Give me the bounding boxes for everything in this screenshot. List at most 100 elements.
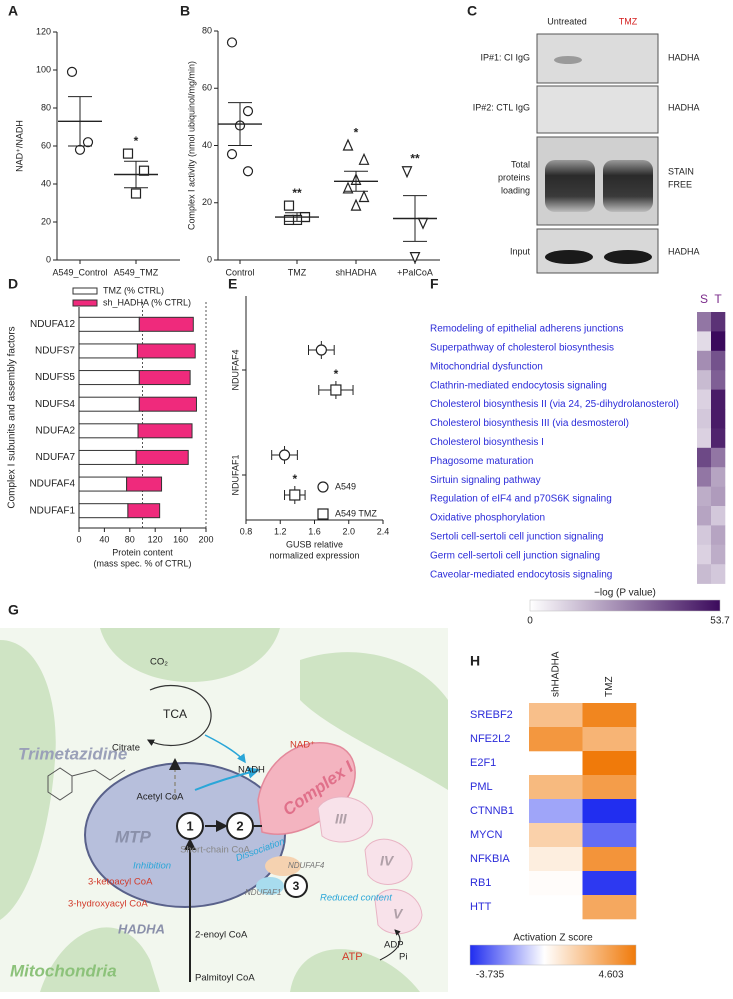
- cell: [711, 312, 726, 332]
- legend-marker: [317, 508, 329, 520]
- target-label: FREE: [668, 179, 692, 189]
- column-label: S: [700, 292, 708, 306]
- label: Trimetazidine: [18, 744, 127, 763]
- point: [242, 106, 254, 117]
- label: NAD⁺: [290, 740, 315, 751]
- cell: [697, 506, 712, 526]
- point: [226, 148, 238, 160]
- label: ADP: [384, 940, 404, 951]
- label: MTP: [115, 827, 152, 846]
- cell: [582, 751, 637, 776]
- column-label: shHADHA: [550, 651, 561, 697]
- row-label: SREBF2: [470, 709, 513, 721]
- point: [289, 489, 301, 501]
- y-tick-label: 100: [36, 64, 51, 74]
- y-tick-label: 0: [207, 254, 212, 264]
- cell: [697, 389, 712, 410]
- cell: [697, 564, 712, 584]
- legend-marker: [317, 481, 329, 493]
- y-tick-label: 120: [36, 26, 51, 36]
- row-label: loading: [501, 185, 530, 195]
- row-label: NFE2L2: [470, 733, 510, 745]
- band: [603, 160, 653, 212]
- x-axis-label: GUSB relative: [286, 539, 343, 549]
- ndufaf1-blob: [256, 877, 284, 895]
- annotation: *: [134, 134, 139, 148]
- mito-fold: [0, 640, 56, 920]
- complex-iv: [364, 838, 413, 885]
- row-label: Caveolar-mediated endocytosis signaling: [430, 569, 612, 580]
- x-tick-label: TMZ: [288, 267, 307, 277]
- cell: [711, 389, 726, 410]
- bar: [78, 370, 140, 386]
- x-tick-label: 80: [125, 534, 135, 544]
- column-label: TMZ: [604, 676, 615, 697]
- panel-label: F: [430, 276, 439, 292]
- label: III: [335, 811, 348, 827]
- label: Pi: [399, 952, 407, 963]
- x-tick-label: +PalCoA: [397, 267, 433, 277]
- bar: [78, 423, 139, 439]
- label: Palmitoyl CoA: [195, 973, 255, 984]
- label: NADH: [238, 765, 265, 776]
- cell: [711, 409, 726, 429]
- band: [604, 250, 652, 264]
- legend-swatch: [72, 287, 98, 295]
- colorbar-label: −log (P value): [594, 588, 656, 599]
- point: [358, 190, 370, 203]
- row-label: IP#2: CTL IgG: [473, 102, 530, 112]
- cell: [697, 525, 712, 546]
- cell: [697, 331, 712, 352]
- y-tick-label: 80: [202, 25, 212, 35]
- label: Inhibition: [133, 861, 171, 872]
- point: [242, 166, 254, 177]
- cell: [697, 350, 712, 371]
- cell: [711, 467, 726, 487]
- cell: [697, 370, 712, 390]
- annotation: **: [410, 151, 420, 165]
- y-tick-label: 40: [41, 178, 51, 188]
- row-label: IP#1: CI IgG: [480, 52, 530, 62]
- point: [315, 344, 327, 356]
- cell: [711, 544, 726, 565]
- point: [409, 252, 421, 265]
- arrow: [204, 734, 246, 764]
- bar: [138, 370, 191, 386]
- bar: [135, 449, 189, 465]
- colorbar-label: Activation Z score: [513, 933, 593, 944]
- mito-fold: [100, 628, 280, 682]
- legend-label: TMZ (% CTRL): [103, 285, 164, 295]
- colorbar-tick-label: 4.603: [598, 970, 623, 981]
- cell: [711, 486, 726, 507]
- y-tick-label: NDUFAF1: [29, 505, 75, 516]
- label: 2-enoyl CoA: [195, 930, 248, 941]
- row-label: proteins: [498, 172, 531, 182]
- panel-label: B: [180, 3, 190, 19]
- target-label: HADHA: [668, 52, 700, 62]
- cell: [711, 525, 726, 546]
- x-tick-label: 120: [148, 534, 163, 544]
- panel-label: A: [8, 3, 18, 19]
- annotation: **: [292, 186, 302, 200]
- bar: [78, 503, 129, 519]
- y-tick-label: NDUFAF4: [230, 349, 240, 390]
- cell: [711, 564, 726, 584]
- cell: [711, 370, 726, 390]
- cell: [711, 447, 726, 468]
- point: [74, 144, 86, 155]
- label: Reduced content: [320, 893, 392, 904]
- cell: [582, 727, 637, 752]
- lane-label: TMZ: [619, 16, 638, 26]
- y-tick-label: NDUFS5: [35, 372, 75, 383]
- point: [401, 166, 413, 179]
- complex-iii: [317, 796, 374, 843]
- cell: [697, 312, 712, 332]
- point: [283, 200, 295, 211]
- y-tick-label: NDUFAF1: [230, 454, 240, 495]
- cell: [711, 428, 726, 449]
- cell: [697, 544, 712, 565]
- target-label: HADHA: [668, 102, 700, 112]
- cell: [697, 409, 712, 429]
- cell: [529, 703, 583, 728]
- row-label: PML: [470, 781, 493, 793]
